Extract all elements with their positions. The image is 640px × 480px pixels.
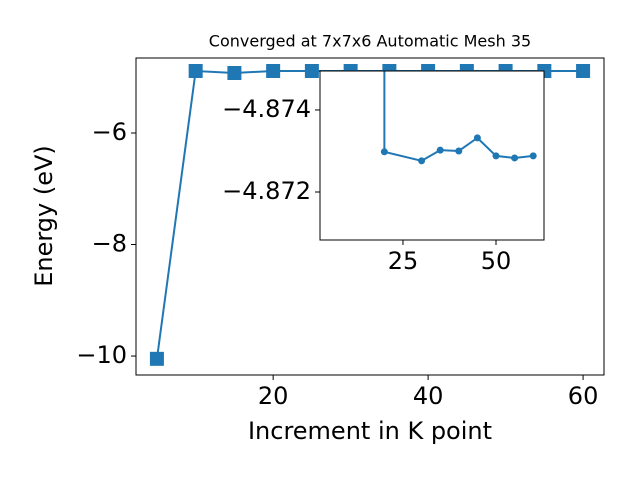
x-axis-label: Increment in K point <box>248 417 492 445</box>
marker <box>188 63 203 78</box>
marker <box>455 147 463 155</box>
marker <box>529 152 537 160</box>
marker <box>380 148 388 156</box>
marker <box>266 63 281 78</box>
x-tick-label: 50 <box>481 247 512 275</box>
axes-frame <box>319 70 545 241</box>
axes-frame <box>135 57 605 376</box>
marker <box>576 63 591 78</box>
x-tick-label: 25 <box>388 247 419 275</box>
plot-layer <box>380 71 537 165</box>
y-tick-label: −8 <box>92 230 127 258</box>
y-tick-label: −4.872 <box>222 177 311 205</box>
marker <box>511 154 519 162</box>
y-axis-label: Energy (eV) <box>30 145 58 287</box>
marker <box>227 65 242 80</box>
marker <box>436 146 444 154</box>
marker <box>149 351 164 366</box>
y-tick-label: −4.874 <box>222 95 311 123</box>
marker <box>473 134 481 142</box>
y-tick-label: −10 <box>76 341 127 369</box>
marker <box>418 157 426 165</box>
x-tick-label: 20 <box>258 382 289 410</box>
chart-title: Converged at 7x7x6 Automatic Mesh 35 <box>209 32 531 51</box>
x-tick-label: 40 <box>413 382 444 410</box>
x-tick-label: 60 <box>568 382 599 410</box>
y-tick-label: −6 <box>92 118 127 146</box>
marker <box>304 63 319 78</box>
marker <box>492 152 500 160</box>
